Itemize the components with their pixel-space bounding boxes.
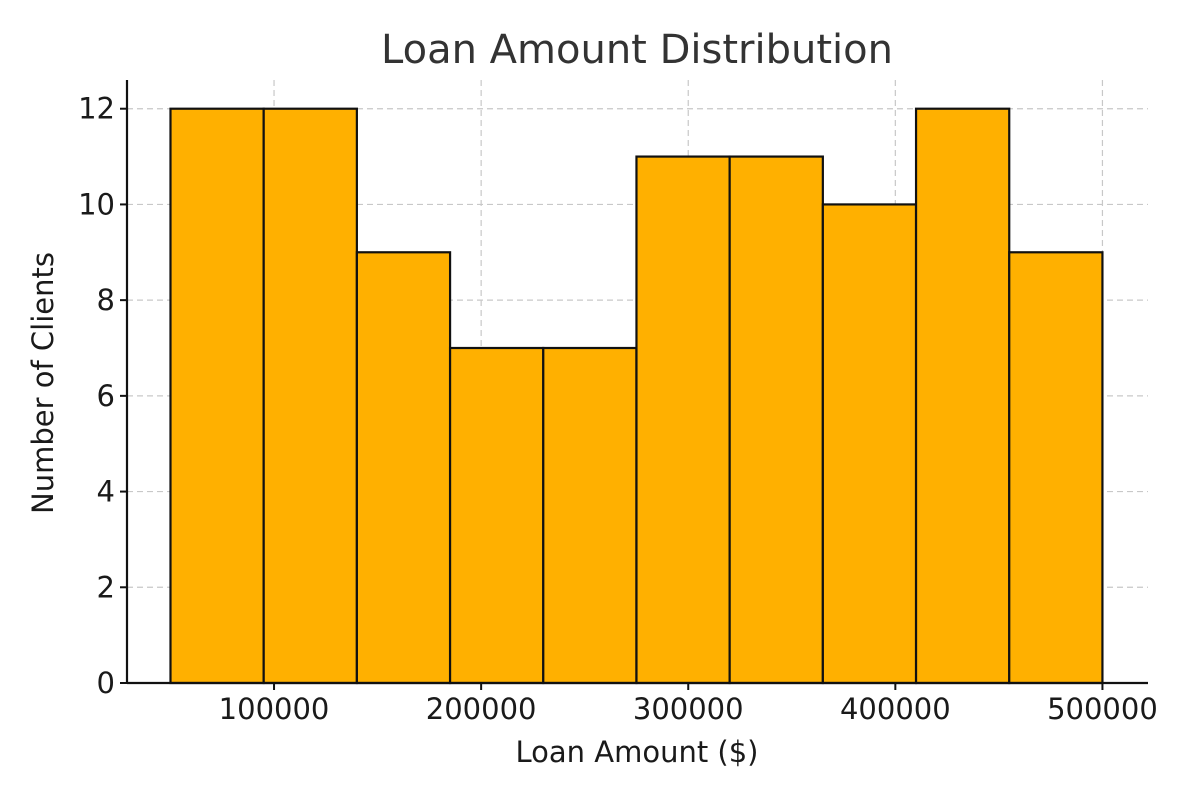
y-tick-label: 10 — [78, 187, 115, 221]
y-axis-label: Number of Clients — [26, 252, 60, 514]
x-tick-label: 300000 — [633, 692, 744, 726]
y-tick-label: 8 — [97, 283, 115, 317]
y-tick-label: 4 — [97, 475, 115, 509]
bars-layer — [169, 107, 1104, 685]
histogram-bar — [448, 346, 545, 685]
histogram-bar — [355, 251, 452, 685]
axes-layer — [125, 80, 1148, 685]
y-tick-label: 0 — [97, 666, 115, 700]
histogram-bar — [728, 155, 824, 685]
histogram-bar — [169, 107, 265, 685]
x-axis-label: Loan Amount ($) — [515, 735, 758, 769]
y-tick-label: 6 — [97, 379, 115, 413]
y-tick-label: 12 — [78, 92, 115, 126]
x-tick-label: 400000 — [840, 692, 951, 726]
histogram-bar — [542, 346, 638, 685]
histogram-bar — [914, 107, 1011, 685]
x-tick-label: 100000 — [219, 692, 330, 726]
histogram-bar — [1008, 251, 1104, 685]
chart-title: Loan Amount Distribution — [381, 27, 893, 73]
x-tick-label: 500000 — [1047, 692, 1158, 726]
histogram-bar — [262, 107, 358, 685]
y-tick-label: 2 — [97, 570, 115, 604]
ticks-layer: 0 2 4 6 8 10 12 100000 200000 300000 400000 500000 — [78, 92, 1158, 726]
histogram-bar — [821, 203, 918, 685]
histogram-bar — [635, 155, 731, 685]
x-tick-label: 200000 — [426, 692, 537, 726]
